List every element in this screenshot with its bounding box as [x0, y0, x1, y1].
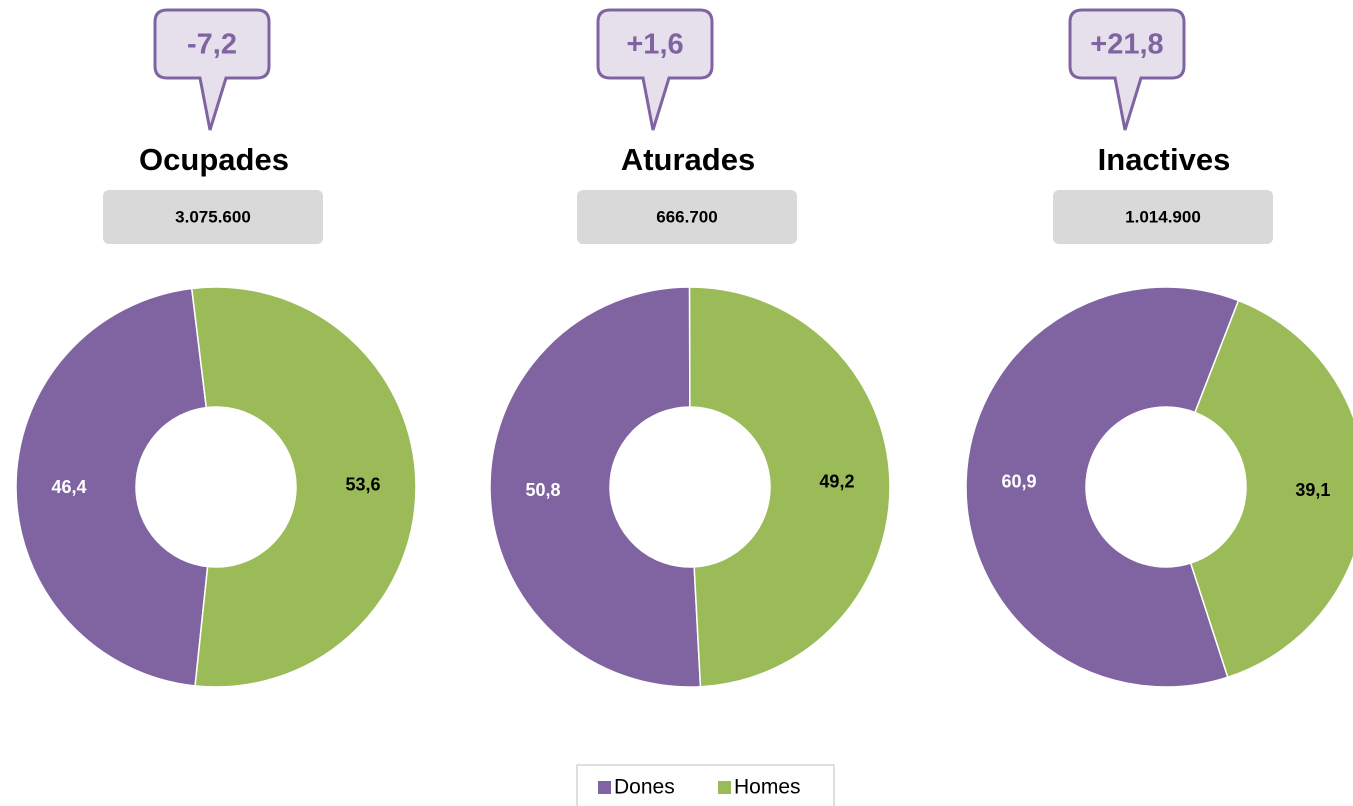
data-label: 49,2 [819, 472, 854, 492]
donut-slice [688, 286, 891, 688]
data-label: 53,6 [345, 475, 380, 495]
legend-box [576, 764, 835, 806]
total-box [103, 190, 323, 244]
total-text: 1.014.900 [1125, 207, 1201, 226]
callout [153, 8, 271, 131]
donut-slice [965, 286, 1240, 688]
legend-label: Dones [614, 776, 675, 799]
donut-slice [489, 286, 702, 688]
donut-slice [190, 286, 417, 688]
data-label: 39,1 [1295, 480, 1330, 500]
chart-title: Aturades [621, 142, 755, 177]
donut-slice [1189, 299, 1353, 679]
total-box [577, 190, 797, 244]
chart-title: Ocupades [139, 142, 289, 177]
total-box [1053, 190, 1273, 244]
legend-label: Homes [734, 776, 801, 799]
total-text: 666.700 [656, 207, 717, 226]
callout [1068, 8, 1186, 131]
callout-text: -7,2 [187, 29, 237, 61]
donut-slice [15, 287, 209, 687]
callout-text: +21,8 [1090, 29, 1163, 61]
legend-swatch [598, 781, 611, 794]
legend-swatch [718, 781, 731, 794]
data-label: 46,4 [51, 477, 86, 497]
data-label: 60,9 [1002, 472, 1037, 492]
data-label: 50,8 [526, 480, 561, 500]
callout-text: +1,6 [626, 29, 683, 61]
total-text: 3.075.600 [175, 207, 251, 226]
chart-title: Inactives [1098, 142, 1231, 177]
callout [596, 8, 714, 131]
